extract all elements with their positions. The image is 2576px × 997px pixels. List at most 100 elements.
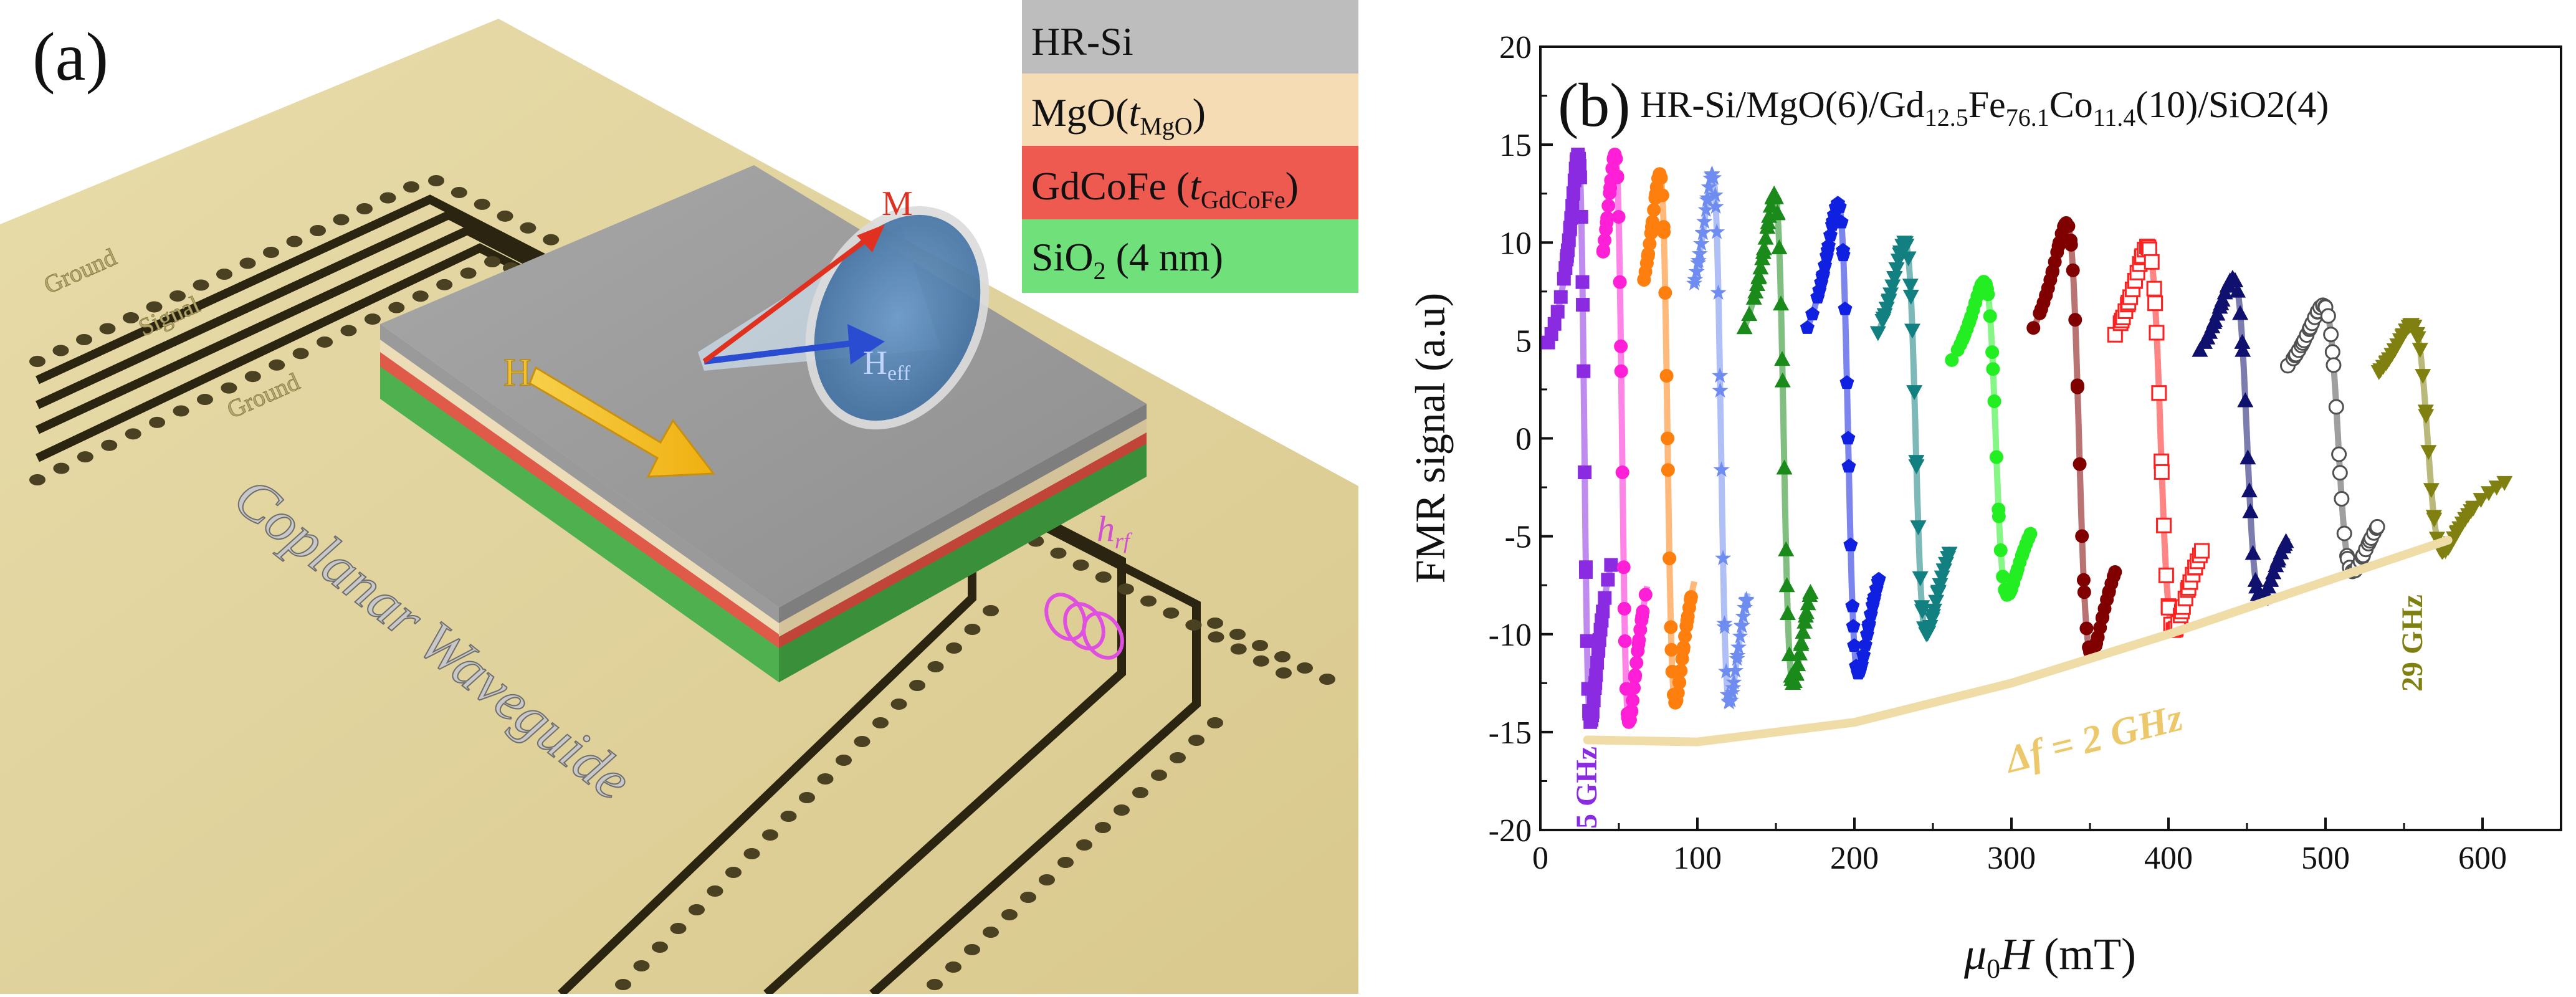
via-hole: [762, 829, 778, 841]
via-hole: [484, 256, 500, 267]
series-9ghz: [1637, 167, 1698, 710]
via-hole: [1140, 595, 1157, 607]
data-point: [1902, 289, 1919, 305]
data-point: [1836, 247, 1851, 262]
via-hole: [872, 717, 889, 728]
via-hole: [474, 198, 490, 210]
via-hole: [99, 323, 116, 335]
data-point: [2108, 565, 2122, 580]
via-hole: [615, 979, 631, 990]
data-point: [1632, 633, 1646, 647]
data-point: [2247, 571, 2264, 587]
data-point: [1601, 573, 1615, 587]
data-point: [1793, 634, 1810, 650]
via-hole: [364, 313, 381, 325]
data-point: [1778, 577, 1795, 593]
data-point: [1697, 201, 1714, 217]
y-tick-label: 10: [1499, 226, 1532, 261]
panel-a-label: (a): [32, 19, 108, 95]
data-point: [1735, 608, 1752, 624]
data-point: [1762, 198, 1779, 213]
data-point: [1767, 189, 1784, 204]
data-point: [1719, 686, 1736, 702]
data-point: [1657, 225, 1671, 239]
via-hole: [689, 904, 705, 915]
data-point: [2158, 567, 2174, 583]
data-point: [1658, 285, 1672, 300]
data-point: [1576, 298, 1590, 312]
via-hole: [1207, 618, 1223, 629]
via-hole: [149, 416, 166, 428]
data-point: [1727, 662, 1744, 678]
via-hole: [1319, 674, 1335, 685]
series-17ghz: [1869, 236, 1958, 642]
data-point: [1617, 601, 1631, 616]
via-hole: [945, 961, 961, 973]
via-hole: [1208, 631, 1224, 643]
via-hole: [1001, 909, 1018, 920]
data-point: [1674, 664, 1688, 678]
panel-b-label: (b): [1558, 70, 1631, 140]
data-point: [1641, 247, 1656, 261]
data-point: [1843, 537, 1858, 551]
via-hole: [412, 290, 429, 302]
via-hole: [216, 269, 232, 280]
data-point: [1629, 656, 1644, 670]
via-hole: [146, 301, 163, 313]
data-point: [2423, 483, 2440, 499]
via-hole: [193, 279, 209, 291]
data-point: [1610, 170, 1624, 184]
data-point: [1590, 656, 1605, 670]
data-point: [2154, 464, 2170, 480]
field-label-h: H: [503, 351, 532, 394]
data-point: [1752, 259, 1769, 275]
data-point: [1886, 271, 1903, 287]
data-point: [1989, 450, 2003, 464]
data-point: [2079, 621, 2094, 636]
data-point: [1841, 459, 1856, 473]
data-point: [1716, 618, 1733, 634]
via-hole: [196, 394, 213, 406]
data-point: [1882, 287, 1899, 303]
via-hole: [460, 267, 477, 279]
data-point: [1567, 186, 1581, 200]
via-hole: [983, 605, 999, 616]
data-point: [1707, 198, 1724, 214]
via-hole: [317, 336, 333, 348]
data-point: [1586, 694, 1601, 708]
via-hole: [76, 334, 92, 345]
data-point: [2320, 308, 2336, 324]
via-hole: [29, 474, 45, 485]
data-point: [2369, 518, 2385, 535]
via-hole: [263, 247, 279, 258]
data-point: [2248, 578, 2265, 594]
data-point: [1705, 169, 1722, 185]
via-hole: [1276, 667, 1292, 679]
data-point: [1983, 309, 1997, 323]
via-hole: [946, 642, 962, 654]
data-point: [1565, 199, 1580, 213]
via-hole: [286, 236, 303, 247]
data-point: [2234, 333, 2251, 349]
data-point: [1659, 369, 1674, 383]
data-point: [1715, 550, 1732, 566]
data-point: [1580, 634, 1594, 648]
via-hole: [836, 755, 852, 766]
data-point: [1725, 674, 1742, 690]
data-point: [2241, 482, 2258, 498]
data-point: [1856, 647, 1871, 662]
data-point: [1750, 268, 1767, 284]
data-point: [1626, 694, 1640, 708]
data-point: [1579, 565, 1593, 579]
data-point: [2147, 295, 2163, 312]
via-hole: [52, 345, 69, 356]
via-hole: [436, 279, 453, 290]
data-point: [1550, 305, 1565, 319]
data-point: [1664, 620, 1678, 634]
data-point: [1736, 319, 1753, 335]
data-point: [1805, 307, 1820, 321]
data-point: [1884, 279, 1901, 295]
data-point: [1693, 235, 1710, 251]
data-point: [2420, 445, 2437, 460]
data-point: [2278, 533, 2294, 548]
